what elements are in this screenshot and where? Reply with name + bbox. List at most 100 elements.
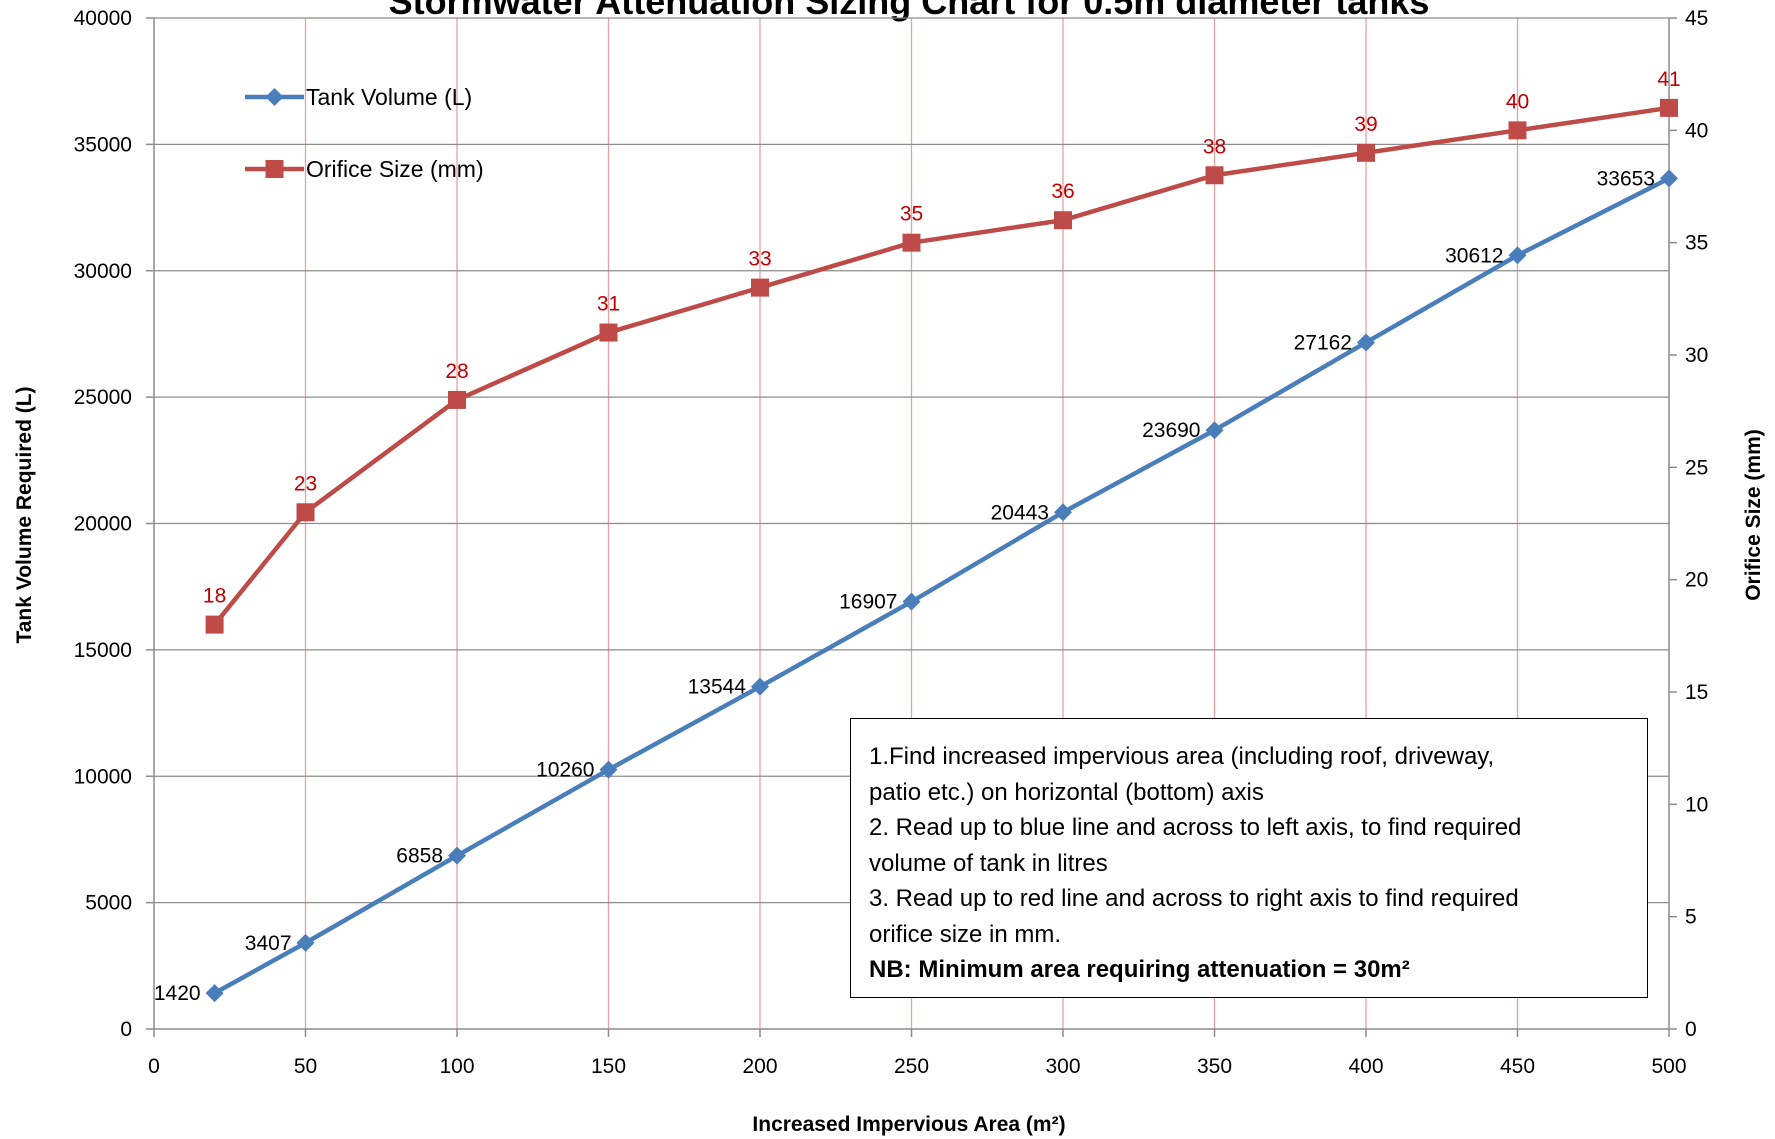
- orifice-size-data-label: 39: [1354, 113, 1377, 136]
- orifice-size-data-label: 35: [900, 203, 923, 226]
- orifice-size-marker: [296, 503, 315, 522]
- y2-tick-label: 0: [1685, 1018, 1697, 1041]
- y-right-tick-labels: 0 5 10 15 20 25 30 35 40 45: [1669, 7, 1708, 1041]
- orifice-size-data-label: 40: [1506, 90, 1529, 113]
- y-tick-label: 20000: [74, 513, 132, 536]
- instructions-box: 1.Find increased impervious area (includ…: [850, 718, 1648, 998]
- x-tick-label: 200: [742, 1055, 777, 1078]
- legend-orifice-size-label: Orifice Size (mm): [306, 156, 484, 182]
- instruction-line-6: orifice size in mm.: [869, 920, 1062, 948]
- tank-volume-marker: [1205, 421, 1224, 440]
- y2-axis-title: Orifice Size (mm): [1742, 429, 1765, 601]
- tank-volume-marker: [1054, 503, 1072, 522]
- legend-orifice-size-marker: [265, 160, 284, 178]
- instruction-line-3: 2. Read up to blue line and across to le…: [869, 814, 1522, 841]
- tank-volume-marker: [1660, 169, 1678, 188]
- y-tick-label: 10000: [74, 765, 132, 788]
- tank-volume-marker: [205, 984, 224, 1003]
- tank-volume-marker: [751, 677, 769, 696]
- tank-volume-data-label: 16907: [839, 591, 897, 614]
- tank-volume-marker: [902, 592, 921, 611]
- tank-volume-data-label: 33653: [1597, 167, 1655, 190]
- legend-tank-volume-label: Tank Volume (L): [306, 84, 472, 110]
- orifice-size-marker: [1205, 166, 1224, 185]
- tank-volume-data-labels: 1420 3407 6858 10260 13544 16907 20443 23690 271…: [154, 167, 1655, 1005]
- y-tick-label: 15000: [74, 639, 132, 662]
- tank-volume-marker: [1357, 333, 1375, 352]
- y2-tick-label: 45: [1685, 7, 1708, 30]
- y2-tick-label: 10: [1685, 793, 1708, 816]
- legend: Tank Volume (L) Orifice Size (mm): [245, 84, 484, 182]
- instruction-note-minimum-area: NB: Minimum area requiring attenuation =…: [869, 956, 1410, 983]
- y2-tick-label: 40: [1685, 119, 1708, 142]
- tank-volume-marker: [296, 933, 315, 952]
- y-tick-label: 35000: [74, 133, 132, 156]
- x-tick-label: 250: [894, 1055, 929, 1078]
- x-axis-title: Increased Impervious Area (m²): [752, 1113, 1065, 1136]
- x-tick-label: 150: [591, 1055, 626, 1078]
- series-orifice-size: [205, 98, 1678, 634]
- orifice-size-marker: [1508, 121, 1527, 140]
- y2-tick-label: 5: [1685, 906, 1697, 929]
- orifice-size-marker: [448, 390, 466, 409]
- tank-volume-data-label: 6858: [396, 845, 443, 868]
- tank-volume-data-label: 27162: [1294, 331, 1352, 354]
- tank-volume-data-label: 30612: [1445, 244, 1503, 267]
- orifice-size-marker: [1660, 98, 1678, 117]
- orifice-size-data-labels: 18 23 28 31 33 35 36 38 39 40 41: [203, 68, 1681, 608]
- y-tick-label: 25000: [74, 386, 132, 409]
- tank-volume-marker: [1508, 246, 1527, 265]
- x-tick-label: 350: [1197, 1055, 1232, 1078]
- x-tick-label: 50: [294, 1055, 317, 1078]
- orifice-size-marker: [205, 615, 224, 634]
- y-tick-label: 30000: [74, 260, 132, 283]
- orifice-size-data-label: 18: [203, 585, 226, 608]
- x-tick-label: 450: [1500, 1055, 1535, 1078]
- instruction-line-4: volume of tank in litres: [869, 849, 1108, 877]
- y2-tick-label: 30: [1685, 344, 1708, 367]
- orifice-size-data-label: 33: [748, 248, 771, 271]
- x-tick-labels: 0 50 100 150 200 250 300 350 400 450 500: [148, 1029, 1687, 1078]
- tank-volume-data-label: 10260: [536, 759, 594, 782]
- orifice-size-marker: [1357, 143, 1375, 162]
- orifice-size-data-label: 38: [1203, 135, 1226, 158]
- tank-volume-marker: [599, 760, 618, 779]
- y-tick-label: 0: [120, 1018, 132, 1041]
- orifice-size-marker: [1054, 211, 1072, 230]
- tank-volume-data-label: 1420: [154, 982, 201, 1005]
- y-axis-title: Tank Volume Required (L): [13, 386, 36, 643]
- orifice-size-data-label: 41: [1657, 68, 1680, 91]
- chart-title: Stormwater Attenuation Sizing Chart for …: [389, 0, 1430, 22]
- y2-tick-label: 15: [1685, 681, 1708, 704]
- instruction-line-2: patio etc.) on horizontal (bottom) axis: [869, 778, 1264, 806]
- x-tick-label: 0: [148, 1055, 160, 1078]
- orifice-size-data-label: 36: [1051, 180, 1074, 203]
- series-tank-volume: [205, 169, 1678, 1003]
- orifice-size-marker: [902, 233, 921, 252]
- orifice-size-marker: [751, 278, 769, 297]
- y-tick-label: 40000: [74, 7, 132, 30]
- orifice-size-line: [212, 105, 1670, 627]
- tank-volume-data-label: 20443: [991, 501, 1049, 524]
- x-axis-title-text: Increased Impervious Area (m²): [752, 1113, 1065, 1136]
- tank-volume-data-label: 13544: [688, 676, 747, 699]
- x-tick-label: 500: [1651, 1055, 1686, 1078]
- tank-volume-data-label: 3407: [245, 932, 292, 955]
- orifice-size-marker: [599, 323, 618, 342]
- x-tick-label: 400: [1348, 1055, 1383, 1078]
- x-tick-label: 100: [439, 1055, 474, 1078]
- tank-volume-marker: [448, 846, 466, 865]
- y2-tick-label: 35: [1685, 232, 1708, 255]
- y2-tick-label: 20: [1685, 569, 1708, 592]
- tank-volume-data-label: 23690: [1142, 419, 1200, 442]
- y2-tick-label: 25: [1685, 456, 1708, 479]
- orifice-size-data-label: 31: [597, 293, 620, 316]
- instruction-line-1: 1.Find increased impervious area (includ…: [869, 743, 1495, 770]
- legend-tank-volume-marker: [265, 88, 284, 106]
- x-tick-label: 300: [1045, 1055, 1080, 1078]
- instruction-line-5: 3. Read up to red line and across to rig…: [869, 885, 1519, 912]
- y-tick-label: 5000: [85, 892, 132, 915]
- orifice-size-data-label: 23: [294, 472, 317, 495]
- orifice-size-data-label: 28: [445, 360, 468, 383]
- y-left-tick-labels: 0 5000 10000 15000 20000 25000 30000 35000 40000: [74, 7, 154, 1041]
